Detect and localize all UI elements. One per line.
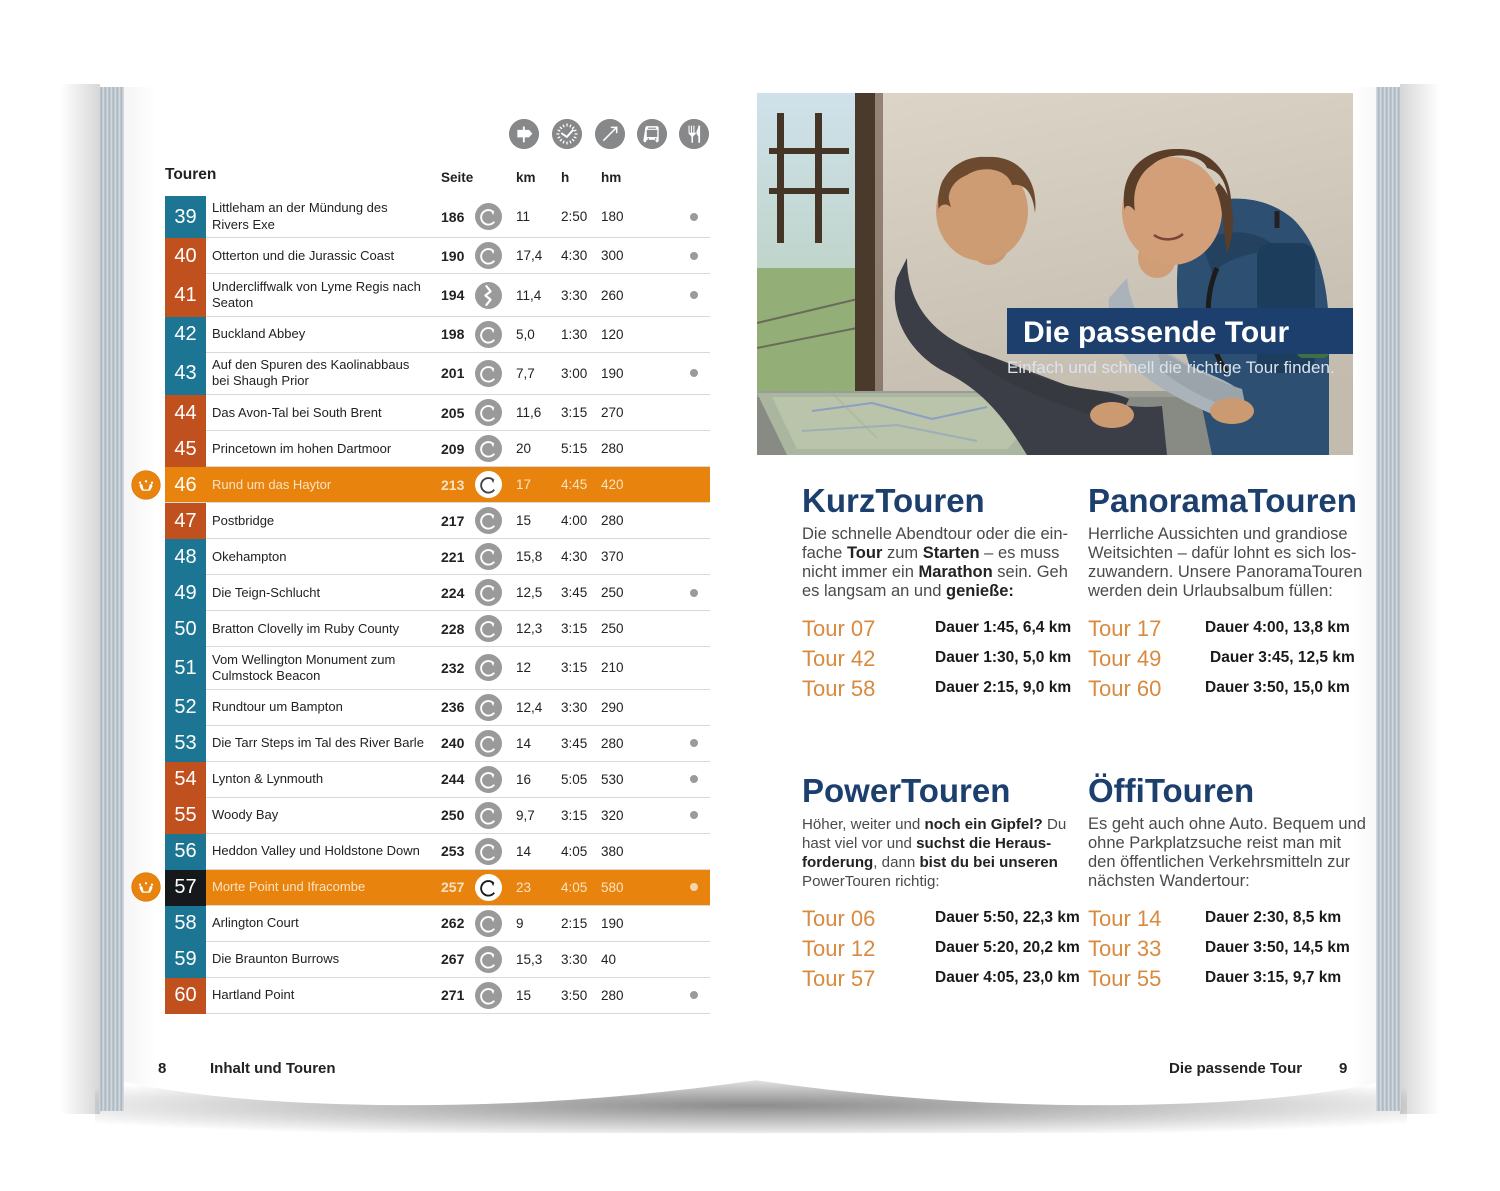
svg-text:Einfach und schnell die richti: Einfach und schnell die richtige Tour fi… [1007, 358, 1335, 377]
svg-text:Die passende Tour: Die passende Tour [1023, 316, 1290, 349]
